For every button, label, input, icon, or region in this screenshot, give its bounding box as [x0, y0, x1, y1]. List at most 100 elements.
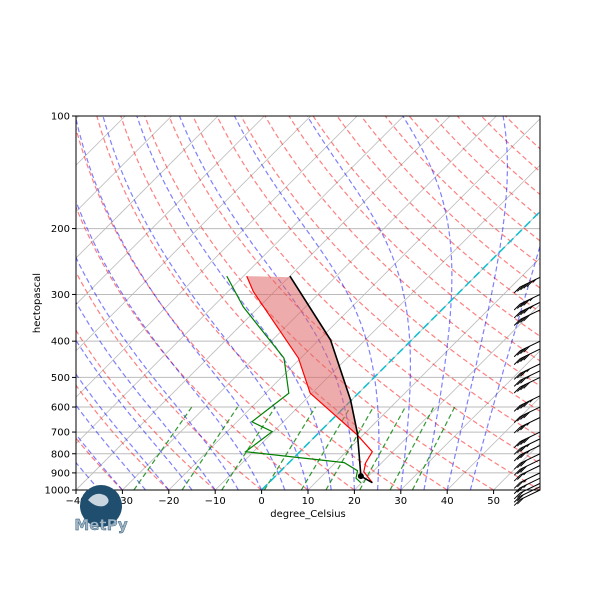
isotherm-gridline [493, 443, 540, 490]
dry-adiabat [76, 384, 170, 490]
moist-adiabat [76, 301, 216, 490]
moist-adiabat [233, 116, 380, 490]
wind-barb [513, 486, 541, 503]
moist-adiabat [76, 116, 286, 490]
isotherm-gridline [76, 116, 358, 398]
wind-barb [513, 459, 541, 476]
barb-flag [516, 317, 524, 325]
moist-adiabat [306, 116, 411, 490]
dry-adiabat [312, 116, 540, 338]
moist-adiabat [76, 199, 263, 490]
x-tick-label: −10 [205, 496, 226, 507]
barb-flag [513, 474, 521, 482]
moist-adiabat [469, 244, 540, 490]
barb-flag [513, 350, 521, 358]
dry-adiabat [240, 116, 540, 412]
barb-flag [523, 436, 530, 444]
isotherm-gridline [76, 116, 265, 305]
moist-adiabat [136, 116, 332, 490]
x-tick-label: 40 [441, 496, 454, 507]
barb-flag [523, 382, 530, 389]
wind-barb [513, 395, 541, 412]
barb-flag [520, 445, 527, 452]
mixing-ratio-line [263, 406, 317, 490]
barb-staff [519, 482, 541, 494]
barb-flag [520, 300, 527, 308]
x-tick-label: 10 [302, 496, 315, 507]
wind-barb [513, 489, 541, 506]
barb-flag [516, 453, 524, 460]
isotherm-gridline [0, 116, 32, 490]
barb-flag [523, 411, 530, 419]
barb-flag [513, 462, 521, 470]
dry-adiabat [504, 116, 540, 150]
barb-flag [513, 487, 521, 495]
wind-barb [513, 438, 541, 455]
barb-flag [513, 379, 521, 387]
y-tick-label: 800 [51, 449, 70, 460]
y-tick-label: 1000 [45, 486, 70, 497]
dry-adiabat [288, 116, 540, 362]
logo-text: MetPy [74, 516, 128, 534]
barb-flag [516, 480, 524, 488]
barb-flag [516, 446, 524, 454]
wind-barb [513, 340, 541, 358]
dry-adiabat [456, 116, 540, 196]
wind-barb [513, 406, 541, 423]
y-tick-label: 300 [51, 290, 70, 301]
moist-adiabat [76, 404, 147, 490]
barb-staff [519, 395, 541, 406]
dry-adiabat [168, 116, 540, 490]
isotherm-gridline [168, 118, 540, 490]
barb-flag [513, 426, 521, 434]
barb-flag [516, 497, 524, 505]
barb-flag [516, 485, 524, 493]
barb-half-flag [529, 305, 534, 310]
barb-flag [520, 316, 527, 323]
barb-half-flag [532, 278, 537, 283]
barb-flag [523, 353, 530, 361]
barb-staff [519, 472, 541, 483]
wind-barb [513, 376, 541, 394]
isotherm-gridline [539, 489, 540, 490]
dry-adiabat [76, 126, 355, 490]
wind-barb [513, 482, 541, 500]
x-axis-label: degree_Celsius [270, 509, 346, 520]
barb-flag [516, 348, 524, 356]
barb-flag [516, 439, 524, 447]
moist-adiabat [76, 461, 100, 490]
barb-half-flag [526, 443, 530, 448]
y-tick-label: 500 [51, 373, 70, 384]
barb-flag [520, 459, 527, 467]
barb-half-flag [526, 450, 530, 454]
barb-flag [513, 499, 521, 506]
wind-barb [513, 477, 541, 495]
barb-staff [519, 301, 541, 313]
dry-adiabat [264, 116, 540, 387]
wind-barb [513, 276, 541, 294]
isotherm-gridline [76, 116, 404, 445]
barb-flag [520, 376, 527, 384]
barb-flag [513, 448, 521, 455]
barb-flag [520, 283, 527, 291]
isotherm-gridline [76, 116, 219, 259]
barb-flag [520, 308, 527, 316]
barb-flag [520, 438, 527, 445]
barb-flag [516, 473, 524, 480]
barb-flag [516, 403, 524, 411]
isotherm-gridline [354, 303, 540, 490]
lcl-marker [357, 473, 364, 480]
barb-flag [520, 355, 527, 362]
isotherm-gridline [307, 257, 540, 490]
barb-flag [520, 383, 527, 391]
barb-flag [513, 386, 521, 394]
barb-staff [519, 465, 541, 476]
barb-flag [520, 347, 527, 355]
barb-flag [516, 371, 524, 379]
cape-shading [246, 276, 358, 434]
barb-flag [513, 495, 521, 503]
barb-staff [519, 348, 541, 360]
barb-flag [513, 311, 521, 319]
wind-barb [513, 431, 541, 448]
moist-adiabat [76, 433, 123, 490]
